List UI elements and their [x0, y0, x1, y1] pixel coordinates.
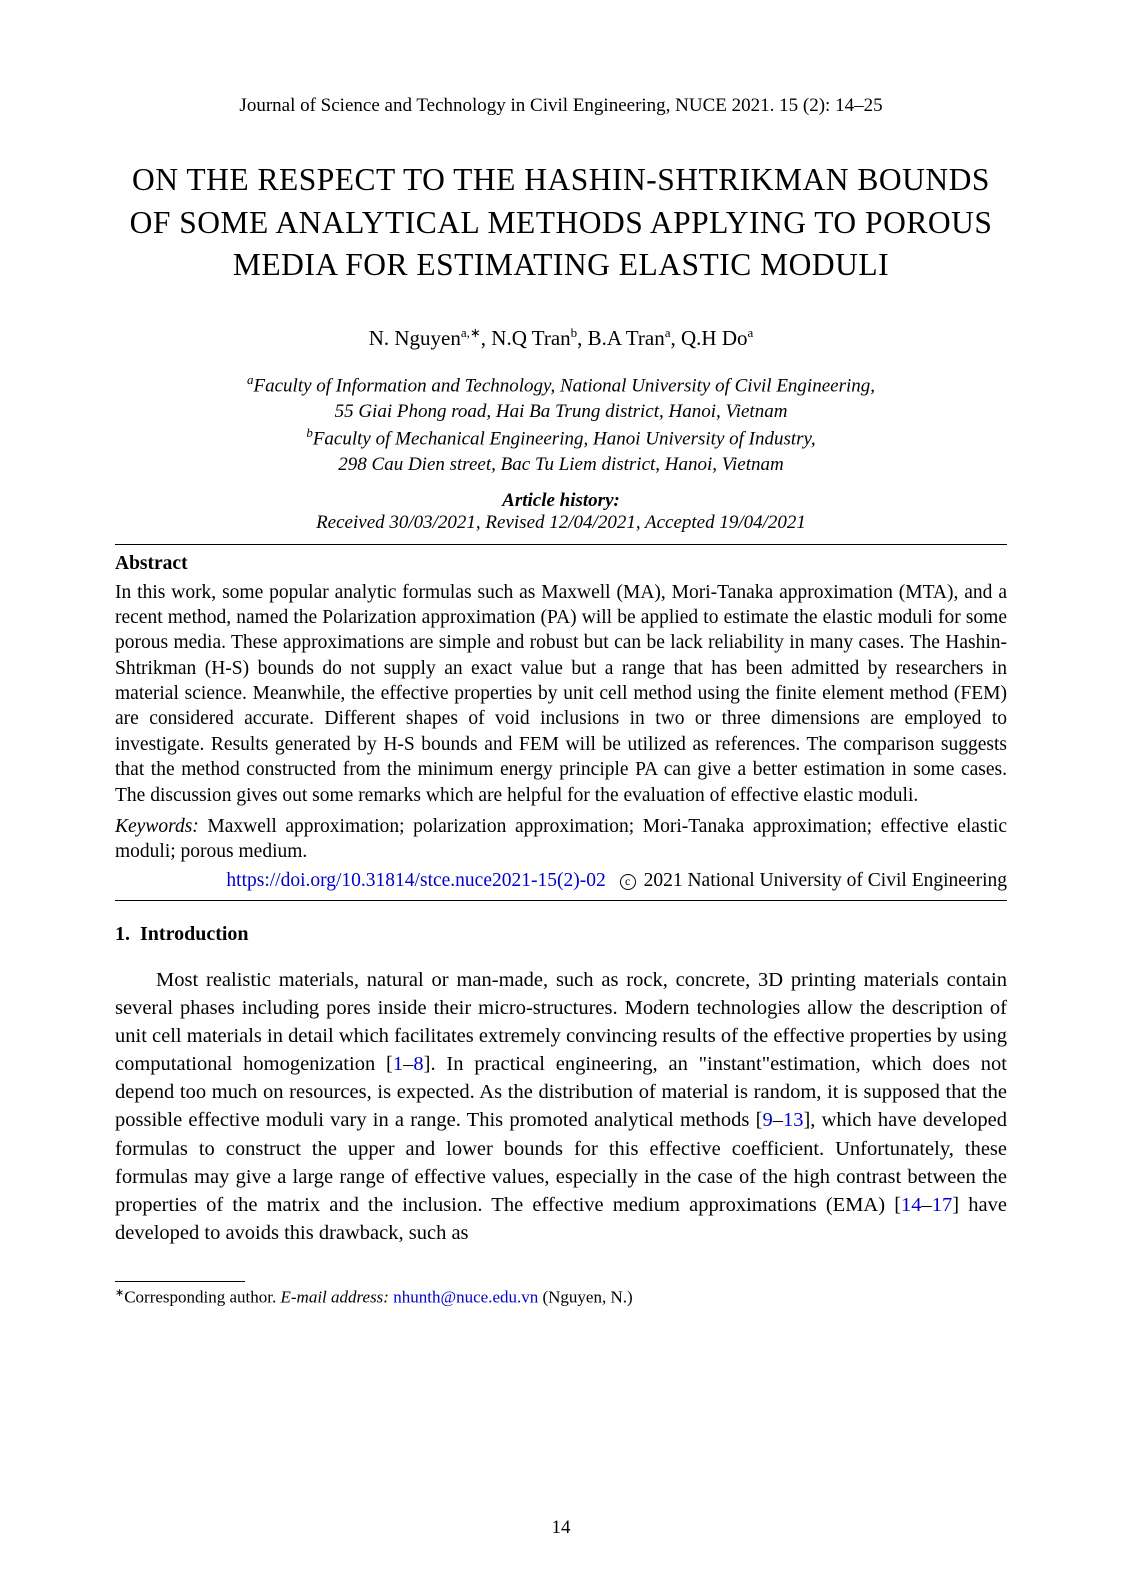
affiliation-line: 55 Giai Phong road, Hai Ba Trung distric… [335, 401, 788, 422]
author-name: N.Q Tran [491, 326, 570, 350]
author: B.A Trana [588, 326, 671, 350]
journal-header: Journal of Science and Technology in Civ… [115, 95, 1007, 117]
footnote-label: E-mail address: [281, 1287, 389, 1306]
history-label: Article history: [115, 490, 1007, 512]
author-affil-mark: a [747, 325, 753, 340]
section-heading: 1. Introduction [115, 923, 1007, 946]
citation-link[interactable]: 13 [783, 1109, 804, 1131]
author-name: N. Nguyen [369, 326, 461, 350]
copyright-text: 2021 National University of Civil Engine… [644, 870, 1007, 891]
abstract-block: Abstract In this work, some popular anal… [115, 553, 1007, 892]
author-affil-mark: a,∗ [461, 325, 481, 340]
citation-link[interactable]: 8 [413, 1053, 423, 1075]
keywords-label: Keywords: [115, 816, 199, 837]
abstract-heading: Abstract [115, 553, 1007, 575]
footnote: ∗Corresponding author. E-mail address: n… [115, 1286, 1007, 1308]
affiliation-line: Faculty of Information and Technology, N… [254, 375, 876, 396]
affiliation: aFaculty of Information and Technology, … [115, 371, 1007, 425]
rule-bottom [115, 900, 1007, 901]
article-history: Article history: Received 30/03/2021, Re… [115, 490, 1007, 534]
email-link[interactable]: nhunth@nuce.edu.vn [393, 1287, 538, 1306]
affiliation: bFaculty of Mechanical Engineering, Hano… [115, 424, 1007, 478]
text-run: – [773, 1109, 783, 1131]
author-affil-mark: a [665, 325, 671, 340]
author: N.Q Tranb [491, 326, 577, 350]
section-title: Introduction [140, 923, 249, 945]
keywords: Keywords: Maxwell approximation; polariz… [115, 814, 1007, 865]
doi-link[interactable]: https://doi.org/10.31814/stce.nuce2021-1… [226, 870, 605, 891]
author: N. Nguyena,∗ [369, 326, 481, 350]
author-name: Q.H Do [681, 326, 748, 350]
citation-link[interactable]: 9 [762, 1109, 772, 1131]
text-run: – [922, 1194, 932, 1216]
keywords-text: Maxwell approximation; polarization appr… [115, 816, 1007, 862]
footnote-mark: ∗ [115, 1287, 124, 1299]
author: Q.H Doa [681, 326, 753, 350]
body-paragraph: Most realistic materials, natural or man… [115, 966, 1007, 1247]
footnote-text: Corresponding author. [124, 1287, 280, 1306]
history-dates: Received 30/03/2021, Revised 12/04/2021,… [115, 512, 1007, 534]
author-name: B.A Tran [588, 326, 665, 350]
text-run: – [403, 1053, 413, 1075]
affiliations: aFaculty of Information and Technology, … [115, 371, 1007, 478]
author-list: N. Nguyena,∗, N.Q Tranb, B.A Trana, Q.H … [115, 325, 1007, 351]
copyright-icon: c [620, 874, 636, 890]
page-number: 14 [0, 1517, 1122, 1539]
author-affil-mark: b [571, 325, 578, 340]
citation-link[interactable]: 1 [393, 1053, 403, 1075]
footnote-tail: (Nguyen, N.) [538, 1287, 632, 1306]
doi-line: https://doi.org/10.31814/stce.nuce2021-1… [115, 870, 1007, 892]
section-number: 1. [115, 923, 130, 945]
affiliation-line: 298 Cau Dien street, Bac Tu Liem distric… [338, 454, 783, 475]
footnote-rule [115, 1281, 245, 1282]
article-title: ON THE RESPECT TO THE HASHIN-SHTRIKMAN B… [115, 159, 1007, 287]
abstract-text: In this work, some popular analytic form… [115, 580, 1007, 808]
rule-top [115, 544, 1007, 545]
affiliation-line: Faculty of Mechanical Engineering, Hanoi… [313, 428, 816, 449]
citation-link[interactable]: 14 [901, 1194, 922, 1216]
citation-link[interactable]: 17 [932, 1194, 953, 1216]
